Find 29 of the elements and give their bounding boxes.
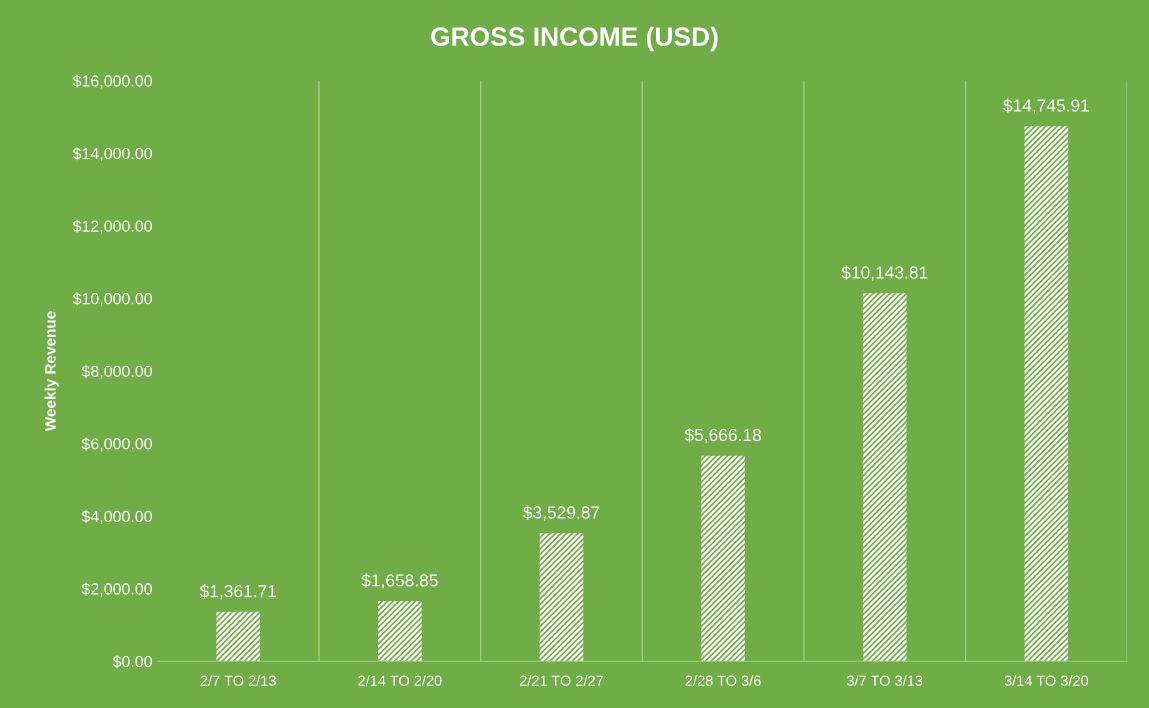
- bar: [378, 601, 422, 662]
- y-axis-title: Weekly Revenue: [44, 311, 59, 432]
- bar: [1024, 126, 1069, 662]
- y-tick-label: $14,000.00: [72, 147, 152, 162]
- x-tick-label: 3/14 TO 3/20: [1004, 675, 1089, 686]
- y-tick-label: $0.00: [112, 655, 152, 669]
- y-tick-label: $2,000.00: [81, 582, 152, 597]
- bar: [862, 293, 907, 662]
- y-tick-label: $8,000.00: [81, 364, 152, 379]
- data-label: $3,529.87: [523, 505, 600, 521]
- data-label: $5,666.18: [684, 428, 761, 444]
- bar: [539, 533, 584, 662]
- x-tick-label: 2/21 TO 2/27: [519, 675, 604, 686]
- x-tick-label: 2/14 TO 2/20: [358, 675, 442, 686]
- bar: [216, 611, 261, 662]
- chart-title: GROSS INCOME (USD): [431, 26, 718, 52]
- bar: [701, 455, 745, 662]
- y-tick-label: $4,000.00: [81, 510, 152, 524]
- data-label: $1,361.71: [199, 584, 276, 600]
- data-label: $10,143.81: [841, 265, 928, 281]
- y-tick-label: $6,000.00: [81, 437, 152, 452]
- x-tick-label: 3/7 TO 3/13: [847, 675, 923, 686]
- x-tick-label: 2/7 TO 2/13: [200, 675, 276, 686]
- y-tick-label: $12,000.00: [72, 219, 152, 234]
- y-tick-label: $10,000.00: [72, 292, 152, 307]
- data-label: $1,658.85: [361, 573, 438, 589]
- y-tick-label: $16,000.00: [72, 74, 152, 89]
- x-tick-label: 2/28 TO 3/6: [685, 675, 761, 686]
- data-label: $14,745.91: [1003, 98, 1089, 114]
